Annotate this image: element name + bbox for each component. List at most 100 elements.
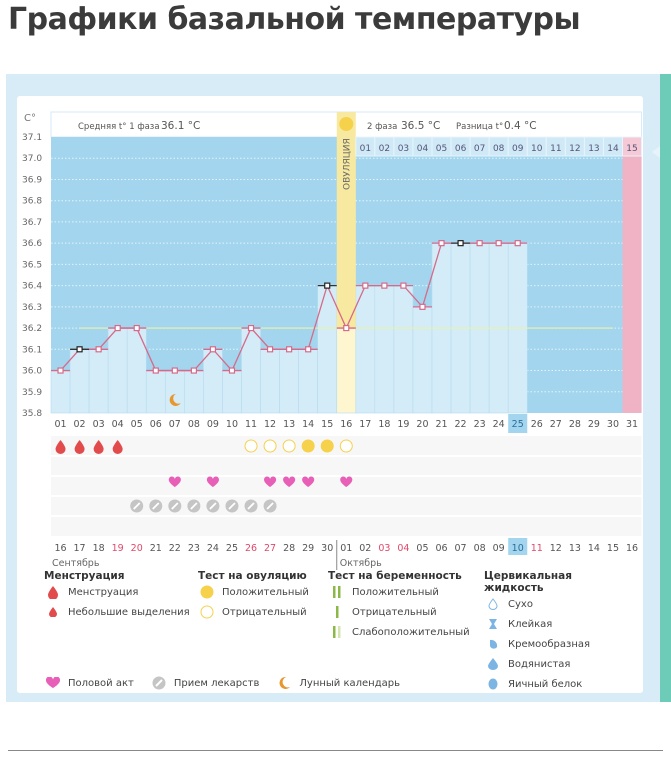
egg-white-icon <box>484 678 502 690</box>
phase2-day-label: 01 <box>360 144 371 154</box>
calendar-date-label: 09 <box>493 543 505 554</box>
y-tick-label: 36.7 <box>22 218 42 228</box>
legend-item: Небольшие выделения <box>68 606 190 618</box>
legend-pregnancy-test: Тест на беременность Положительный Отриц… <box>328 570 478 642</box>
y-tick-label: 37.1 <box>22 133 42 143</box>
ovulation-test-negative-icon <box>282 439 296 453</box>
temperature-bar <box>50 370 71 414</box>
y-tick-label: 36.2 <box>22 324 42 334</box>
phase2-day-label: 14 <box>607 144 619 154</box>
side-panel-arrow-icon[interactable] <box>652 146 660 158</box>
calendar-date-label: 27 <box>264 543 276 554</box>
temperature-point <box>95 346 102 353</box>
phase2-day-label: 08 <box>493 144 505 154</box>
phase1-value: 36.1 °C <box>161 120 200 132</box>
cycle-day-label: 19 <box>397 419 409 430</box>
temperature-point <box>495 240 502 247</box>
temperature-bar <box>126 327 147 414</box>
temperature-point <box>286 346 293 353</box>
calendar-date-label: 16 <box>54 543 66 554</box>
cycle-day-label: 22 <box>455 419 467 430</box>
cycle-day-label: 20 <box>416 419 428 430</box>
temperature-point <box>190 367 197 374</box>
calendar-date-label: 08 <box>474 543 486 554</box>
phase2-day-label: 12 <box>569 144 580 154</box>
temperature-point <box>266 346 274 353</box>
intercourse-heart-icon <box>283 476 296 487</box>
pill-stroke <box>190 502 198 510</box>
temperature-bar <box>374 285 395 414</box>
pill-stroke <box>133 502 141 510</box>
legend-item: Отрицательный <box>222 606 307 618</box>
ovulation-label: ОВУЛЯЦИЯ <box>342 138 352 190</box>
phase2-day-label: 07 <box>474 144 485 154</box>
temperature-point <box>343 324 350 332</box>
phase2-day-label: 05 <box>436 144 447 154</box>
temperature-point <box>133 324 140 332</box>
cycle-day-label: 15 <box>321 419 333 430</box>
creamy-icon <box>484 638 502 650</box>
temperature-point <box>57 367 64 374</box>
y-tick-label: 35.8 <box>22 409 42 419</box>
ovulation-column <box>336 112 356 329</box>
temperature-point <box>362 282 369 289</box>
calendar-date-label: 03 <box>378 543 390 554</box>
phase2-day-label: 10 <box>531 144 543 154</box>
cycle-day-label: 13 <box>283 419 295 430</box>
phase2-day-label: 09 <box>512 144 524 154</box>
cycle-day-label: 14 <box>302 419 314 430</box>
phase2-label: 2 фаза <box>367 122 397 132</box>
pill-icon <box>150 676 168 690</box>
y-tick-label: 36.9 <box>22 175 42 185</box>
cycle-day-label: 21 <box>435 419 447 430</box>
phase2-day-label: 11 <box>550 144 561 154</box>
temperature-bar <box>241 327 261 414</box>
ovulation-test-negative-icon <box>244 439 258 453</box>
temperature-bar <box>260 349 280 414</box>
temperature-bar <box>145 370 166 414</box>
sticky-icon <box>484 618 502 630</box>
expected-period-column <box>622 137 642 413</box>
temperature-bar <box>393 285 414 414</box>
temperature-point <box>247 324 255 332</box>
legend-item: Отрицательный <box>352 606 437 618</box>
temperature-point <box>171 367 178 374</box>
intercourse-heart-icon <box>168 476 181 487</box>
cycle-day-label: 26 <box>531 419 543 430</box>
pill-stroke <box>209 502 217 510</box>
legend-ovulation-test: Тест на овуляцию Положительный Отрицател… <box>198 570 328 622</box>
y-tick-label: 35.9 <box>22 388 42 398</box>
negative-test-icon <box>198 605 216 619</box>
cycle-day-label: 03 <box>93 419 105 430</box>
ovulation-test-negative-icon <box>263 439 277 453</box>
temperature-point <box>76 346 83 353</box>
temperature-point <box>209 346 217 353</box>
temperature-bar <box>165 370 185 414</box>
legend-item: Водянистая <box>508 658 571 670</box>
intercourse-heart-icon <box>302 476 315 487</box>
calendar-today-highlight <box>508 538 528 555</box>
cycle-day-label: 31 <box>626 419 638 430</box>
moon-icon <box>169 393 181 406</box>
legend-item: Половой акт <box>68 677 134 689</box>
cycle-day-label: 29 <box>588 419 600 430</box>
temperature-point <box>438 240 445 247</box>
intercourse-heart-icon <box>340 476 353 487</box>
calendar-date-label: 22 <box>169 543 181 554</box>
temperature-point <box>152 367 159 374</box>
calendar-date-label: 30 <box>321 543 333 554</box>
y-tick-label: 37.0 <box>22 154 42 164</box>
cycle-day-label: 11 <box>245 419 257 430</box>
phase2-day-label: 03 <box>398 144 409 154</box>
temperature-bar <box>222 370 242 414</box>
cycle-day-label: 12 <box>264 419 276 430</box>
legend-item: Прием лекарств <box>173 677 260 689</box>
pill-stroke <box>228 502 236 510</box>
temperature-bar <box>336 327 357 414</box>
side-panel-toggle[interactable] <box>660 74 671 702</box>
cycle-day-label: 08 <box>188 419 200 430</box>
temperature-point <box>400 282 407 289</box>
legend-heading: Тест на овуляцию <box>198 570 307 582</box>
cycle-day-label: 09 <box>207 419 219 430</box>
menstruation-drop-icon <box>55 440 66 454</box>
